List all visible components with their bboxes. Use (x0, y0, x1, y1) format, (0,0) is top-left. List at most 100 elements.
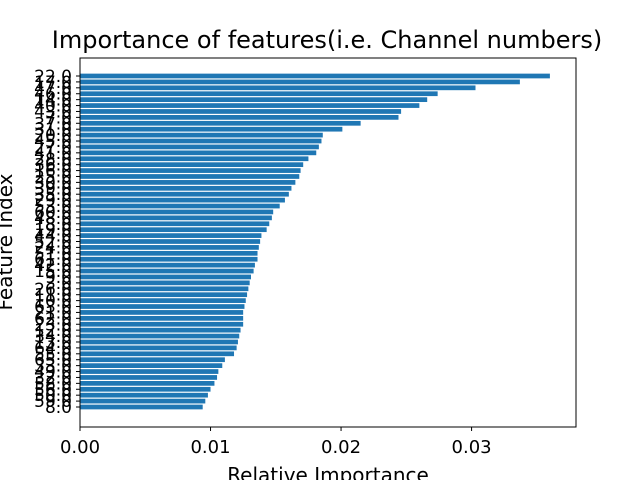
bar (80, 351, 235, 357)
bar (80, 292, 248, 298)
y-tick-label: 26.0 (34, 280, 72, 300)
plot-frame (79, 57, 577, 428)
bar (80, 398, 206, 404)
bar (80, 256, 258, 262)
x-tick-label: 0.01 (190, 437, 230, 458)
bar (80, 203, 280, 209)
bar (80, 132, 323, 138)
bar (80, 109, 402, 114)
bar (80, 103, 420, 108)
bar (80, 79, 520, 85)
bar (80, 233, 262, 238)
bar (80, 97, 428, 103)
y-tick-label: 17.0 (34, 73, 72, 93)
y-tick-label: 25.0 (34, 167, 72, 187)
y-tick-label: 3.0 (45, 274, 72, 294)
y-tick-label: 36.0 (34, 156, 72, 176)
y-tick-label: 30.0 (34, 173, 72, 193)
x-axis-ticks: 0.00 0.01 0.02 0.03 (60, 427, 492, 458)
bars-group (80, 73, 550, 410)
bar (80, 73, 550, 79)
bar (80, 357, 225, 363)
bar (80, 369, 219, 374)
y-tick-label: 51.0 (34, 244, 72, 264)
y-tick-label: 37.0 (34, 114, 72, 134)
y-tick-label: 56.0 (34, 380, 72, 400)
y-tick-label: 64.0 (34, 339, 72, 359)
y-tick-label: 41.0 (34, 144, 72, 164)
bar (80, 174, 300, 179)
bar (80, 262, 255, 268)
y-tick-label: 61.0 (34, 250, 72, 270)
bar (80, 298, 246, 303)
y-tick-label: 55.0 (34, 345, 72, 365)
bar (80, 144, 319, 150)
y-tick-label: 27.0 (34, 138, 72, 158)
y-tick-label: 45.0 (34, 132, 72, 152)
bar (80, 138, 322, 144)
y-tick-label: 46.0 (34, 85, 72, 105)
bar (80, 310, 244, 315)
y-tick-label: 40.0 (34, 97, 72, 117)
x-tick-label: 0.03 (452, 437, 492, 458)
y-tick-label: 16.0 (34, 162, 72, 182)
y-tick-label: 22.0 (34, 67, 72, 87)
y-axis-label: Feature Index (0, 173, 17, 310)
bar (80, 315, 244, 321)
y-tick-label: 34.0 (34, 327, 72, 347)
y-tick-label: 43.0 (34, 102, 72, 122)
bar (80, 345, 237, 351)
y-tick-label: 39.0 (34, 179, 72, 199)
bar (80, 221, 270, 227)
bar (80, 280, 250, 286)
y-tick-label: 35.0 (34, 185, 72, 205)
bar (80, 168, 301, 173)
bar (80, 227, 267, 233)
y-tick-label: 24.0 (34, 238, 72, 258)
bar (80, 250, 258, 256)
y-tick-label: 63.0 (34, 298, 72, 318)
y-tick-label: 29.0 (34, 191, 72, 211)
bar (80, 321, 244, 327)
y-tick-label: 59.0 (34, 392, 72, 412)
y-tick-label: 60.0 (34, 203, 72, 223)
bar (80, 91, 438, 97)
bar (80, 85, 476, 91)
bar (80, 180, 296, 185)
y-tick-label: 21.0 (34, 303, 72, 323)
y-tick-label: 47.0 (34, 79, 72, 99)
y-axis-ticks: 22.017.047.046.014.040.043.07.037.031.02… (34, 67, 80, 418)
bar (80, 327, 241, 333)
bar (80, 333, 240, 339)
bar (80, 185, 292, 191)
y-tick-label: 9.0 (45, 268, 72, 288)
y-tick-label: 33.0 (34, 357, 72, 377)
chart-title: Importance of features(i.e. Channel numb… (52, 26, 602, 54)
bar (80, 209, 274, 215)
x-tick-label: 0.00 (60, 437, 100, 458)
y-tick-label: 15.0 (34, 262, 72, 282)
bar (80, 363, 223, 368)
bar (80, 268, 254, 274)
bar (80, 156, 309, 162)
y-tick-label: 44.0 (34, 227, 72, 247)
y-tick-label: 65.0 (34, 351, 72, 371)
y-tick-label: 18.0 (34, 215, 72, 235)
bar (80, 162, 304, 168)
bar (80, 392, 208, 398)
y-tick-label: 31.0 (34, 120, 72, 140)
y-tick-label: 58.0 (34, 374, 72, 394)
y-tick-label: 52.0 (34, 233, 72, 253)
bar (80, 126, 343, 132)
y-tick-label: 20.0 (34, 126, 72, 146)
y-tick-label: 53.0 (34, 197, 72, 217)
y-tick-label: 48.0 (34, 209, 72, 229)
y-tick-label: 7.0 (45, 108, 72, 128)
y-tick-label: 62.0 (34, 309, 72, 329)
y-tick-label: 23.0 (34, 315, 72, 335)
bar (80, 245, 259, 250)
y-tick-label: 42.0 (34, 256, 72, 276)
bar (80, 380, 215, 386)
